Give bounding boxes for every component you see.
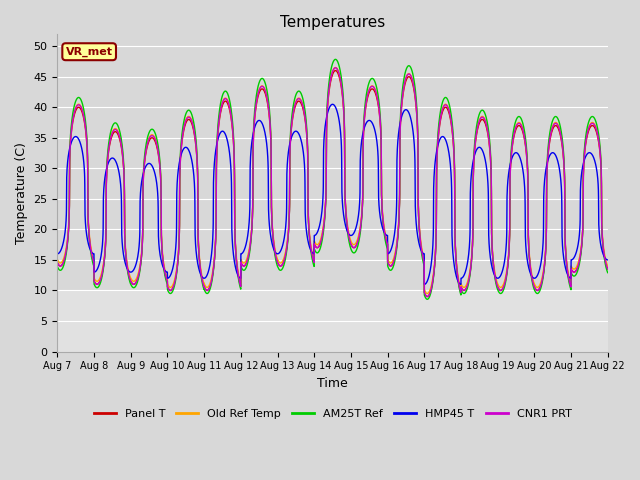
X-axis label: Time: Time <box>317 377 348 390</box>
Legend: Panel T, Old Ref Temp, AM25T Ref, HMP45 T, CNR1 PRT: Panel T, Old Ref Temp, AM25T Ref, HMP45 … <box>89 405 576 423</box>
Bar <box>58 290 608 351</box>
Y-axis label: Temperature (C): Temperature (C) <box>15 142 28 244</box>
Title: Temperatures: Temperatures <box>280 15 385 30</box>
Text: VR_met: VR_met <box>66 47 113 57</box>
